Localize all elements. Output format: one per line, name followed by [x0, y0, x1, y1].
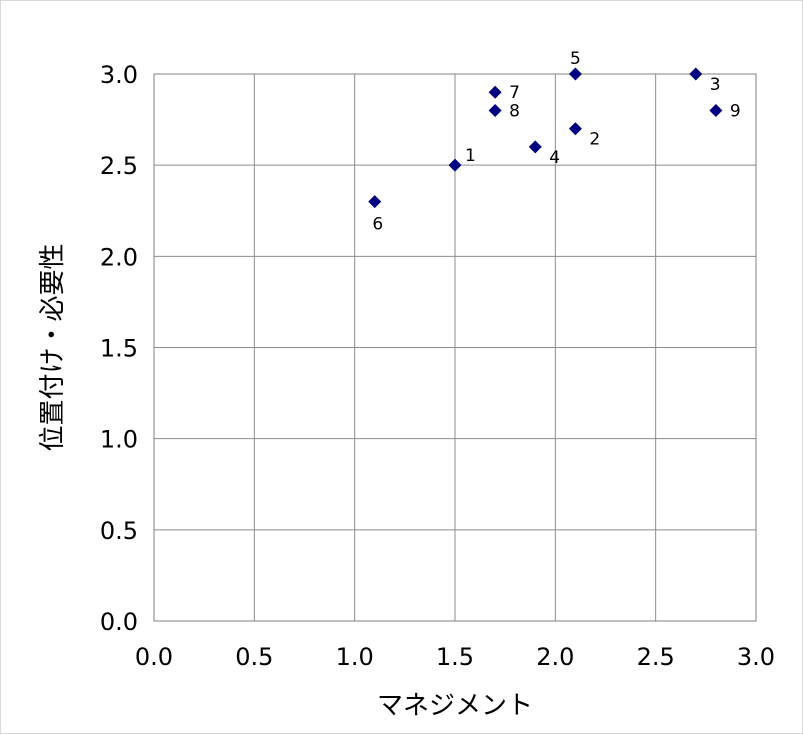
- point-marker-8: [488, 103, 502, 117]
- x-tick-label: 2.5: [637, 643, 675, 671]
- data-points: 1 2 3 4 5 6 78 9: [368, 49, 741, 235]
- tick-labels: 0.0 0.5 1.0 1.5 2.0 2.5 3.0 0.0 0.5 1.0 1.5 2.0 2.5 3…: [100, 61, 775, 671]
- x-tick-label: 2.0: [536, 643, 574, 671]
- x-tick-label: 3.0: [737, 643, 775, 671]
- grid: [153, 73, 757, 622]
- x-tick-label: 0.5: [235, 643, 273, 671]
- point-label-5: 5: [570, 49, 581, 69]
- y-axis-title: 位置付け・必要性: [38, 243, 68, 451]
- point-label-9: 9: [730, 101, 741, 121]
- y-tick-label: 2.5: [100, 152, 138, 180]
- point-label-4: 4: [549, 148, 560, 168]
- point-marker-2: [568, 122, 582, 136]
- plot-area-border: [153, 73, 757, 622]
- point-marker-5: [568, 67, 582, 81]
- point-label-1: 1: [465, 146, 476, 166]
- point-marker-3: [689, 67, 703, 81]
- y-tick-label: 3.0: [100, 61, 138, 89]
- y-tick-label: 0.0: [100, 608, 138, 636]
- point-label-2: 2: [589, 130, 600, 150]
- y-tick-label: 0.5: [100, 517, 138, 545]
- point-marker-6: [368, 195, 382, 209]
- y-tick-label: 1.0: [100, 426, 138, 454]
- point-label-3: 3: [710, 75, 721, 95]
- point-marker-9: [709, 103, 723, 117]
- point-label-7: 7: [509, 83, 520, 103]
- point-marker-1: [448, 158, 462, 172]
- y-tick-label: 1.5: [100, 335, 138, 363]
- x-tick-label: 0.0: [135, 643, 173, 671]
- point-marker-4: [528, 140, 542, 154]
- point-marker-7: [488, 85, 502, 99]
- y-tick-label: 2.0: [100, 243, 138, 271]
- point-label-8: 8: [509, 101, 520, 121]
- point-label-6: 6: [372, 215, 383, 235]
- x-axis-title: マネジメント: [377, 691, 533, 721]
- x-tick-label: 1.0: [336, 643, 374, 671]
- x-tick-label: 1.5: [436, 643, 474, 671]
